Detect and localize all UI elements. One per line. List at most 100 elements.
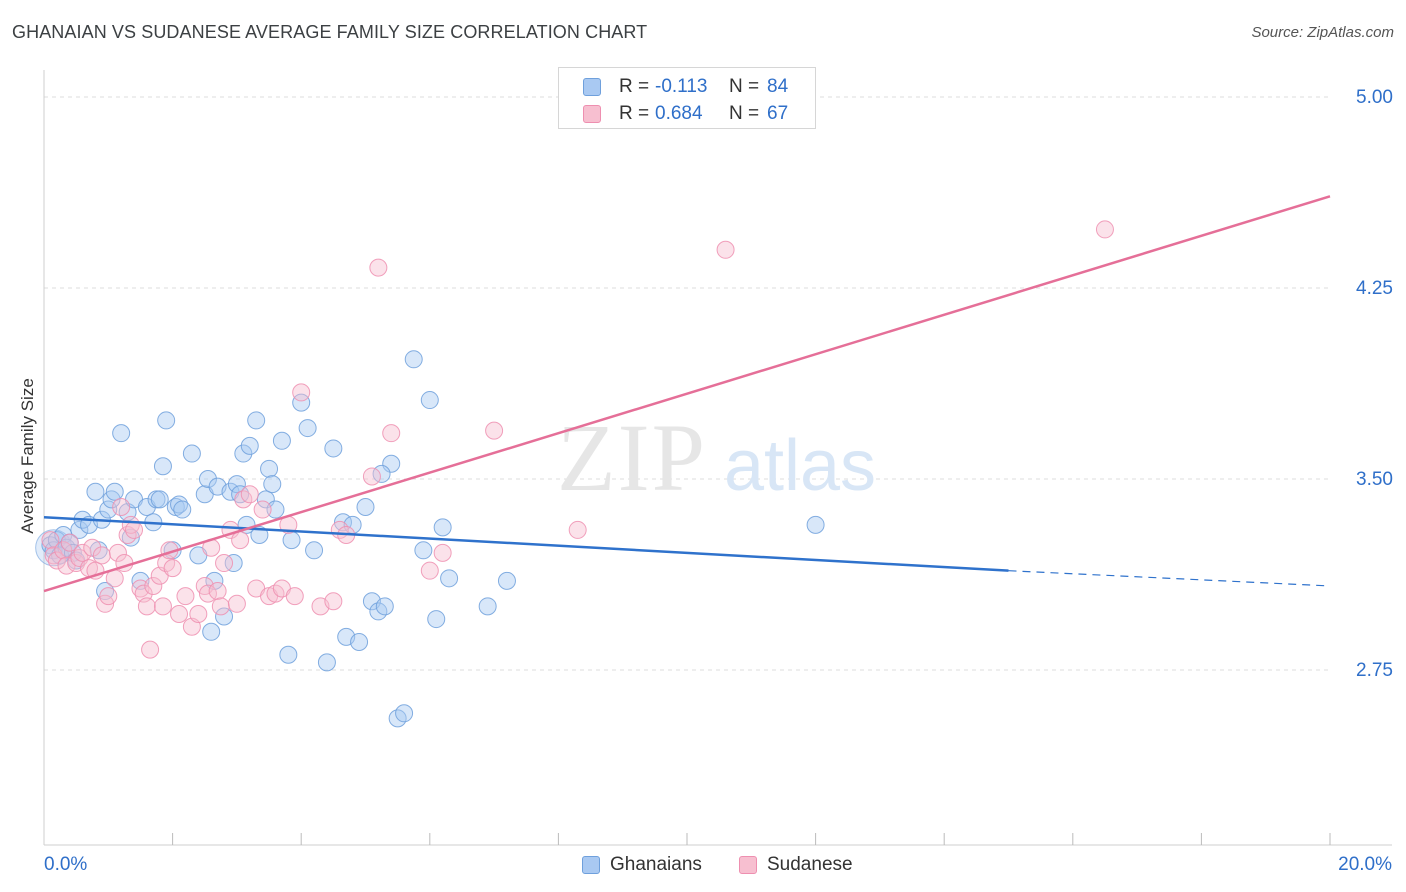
sudanese-point bbox=[73, 543, 92, 562]
sudanese-point bbox=[485, 421, 504, 440]
ghanaian-point bbox=[404, 350, 423, 369]
sudanese-point bbox=[163, 559, 182, 578]
sudanese-point bbox=[211, 597, 230, 616]
ghanaian-point bbox=[198, 470, 217, 488]
sudanese-point bbox=[253, 500, 272, 519]
ghanaian-point bbox=[305, 541, 324, 560]
legend-n-value: 84 bbox=[767, 76, 789, 97]
y-tick-label: 2.75 bbox=[1356, 660, 1393, 681]
source-credit: Source: ZipAtlas.com bbox=[1251, 24, 1394, 41]
sudanese-point bbox=[112, 498, 131, 517]
series-legend: Ghanaians Sudanese bbox=[0, 852, 1406, 878]
legend-label-ghanaians: Ghanaians bbox=[610, 854, 702, 875]
ghanaian-point bbox=[272, 431, 291, 450]
ghanaian-point bbox=[202, 622, 221, 641]
ghanaian-point bbox=[224, 554, 243, 573]
ghanaian-point bbox=[157, 411, 176, 430]
ghanaian-point bbox=[170, 495, 189, 514]
sudanese-point bbox=[240, 485, 259, 504]
ghanaian-point bbox=[173, 500, 192, 519]
legend-swatch-pink bbox=[583, 105, 601, 123]
legend-item-ghanaians: Ghanaians bbox=[582, 852, 702, 878]
sudanese-point bbox=[108, 543, 127, 562]
sudanese-point bbox=[1095, 220, 1114, 239]
legend-swatch-pink bbox=[739, 856, 757, 874]
ghanaian-point bbox=[433, 518, 452, 537]
sudanese-point bbox=[215, 554, 234, 573]
legend-n-value: 67 bbox=[767, 103, 789, 124]
ghanaian-point bbox=[96, 582, 115, 601]
ghanaian-trend-line bbox=[43, 515, 1009, 572]
sudanese-point bbox=[382, 424, 401, 443]
ghanaian-point bbox=[215, 607, 234, 626]
sudanese-point bbox=[60, 533, 79, 552]
ghanaian-point bbox=[86, 482, 105, 501]
ghanaian-point bbox=[356, 498, 375, 517]
sudanese-point bbox=[362, 467, 381, 486]
y-tick-label: 3.50 bbox=[1356, 469, 1393, 490]
ghanaian-point bbox=[375, 597, 394, 616]
legend-swatch-blue bbox=[582, 856, 600, 874]
ghanaian-point bbox=[266, 500, 285, 519]
ghanaian-point bbox=[292, 393, 311, 412]
watermark-atlas: atlas bbox=[724, 426, 876, 506]
sudanese-point bbox=[54, 541, 73, 560]
legend-item-sudanese: Sudanese bbox=[739, 852, 853, 878]
sudanese-point bbox=[144, 576, 163, 595]
sudanese-point bbox=[231, 531, 250, 550]
x-tick-label: 0.0% bbox=[44, 854, 87, 875]
sudanese-point bbox=[41, 531, 60, 550]
ghanaian-point bbox=[298, 419, 317, 438]
legend-n-label: N = bbox=[729, 76, 760, 97]
sudanese-point bbox=[285, 587, 304, 606]
sudanese-point bbox=[716, 240, 735, 259]
ghanaian-point bbox=[282, 531, 301, 550]
sudanese-point bbox=[369, 258, 388, 277]
sudanese-point bbox=[324, 592, 343, 611]
sudanese-point bbox=[433, 543, 452, 562]
legend-r-value: 0.684 bbox=[655, 103, 703, 124]
sudanese-point bbox=[44, 546, 63, 565]
ghanaian-point bbox=[440, 569, 459, 588]
legend-r-value: -0.113 bbox=[655, 76, 708, 97]
sudanese-point bbox=[137, 597, 156, 616]
ghanaian-point bbox=[150, 490, 169, 509]
y-tick-label: 4.25 bbox=[1356, 278, 1393, 299]
ghanaian-trend-extension bbox=[1008, 570, 1331, 587]
ghanaian-point bbox=[420, 391, 439, 410]
ghanaian-point bbox=[324, 439, 343, 458]
sudanese-point bbox=[141, 640, 160, 659]
ghanaian-point bbox=[247, 411, 266, 430]
sudanese-trend-line bbox=[43, 195, 1331, 593]
chart-title: GHANAIAN VS SUDANESE AVERAGE FAMILY SIZE… bbox=[12, 22, 648, 42]
sudanese-point bbox=[189, 604, 208, 623]
sudanese-point bbox=[47, 551, 66, 570]
ghanaian-point bbox=[350, 632, 369, 651]
sudanese-point bbox=[153, 597, 172, 616]
ghanaian-point bbox=[395, 704, 414, 723]
legend-label-sudanese: Sudanese bbox=[767, 854, 853, 875]
ghanaian-point bbox=[105, 482, 124, 501]
ghanaian-point bbox=[70, 520, 89, 539]
ghanaian-point bbox=[250, 526, 269, 545]
sudanese-point bbox=[568, 520, 587, 539]
legend-r-label: R = bbox=[619, 76, 650, 97]
watermark-zip: ZIP bbox=[557, 404, 707, 511]
sudanese-point bbox=[176, 587, 195, 606]
ghanaian-point bbox=[478, 597, 497, 616]
ghanaian-point bbox=[153, 457, 172, 476]
ghanaian-point bbox=[112, 424, 131, 443]
ghanaian-point bbox=[427, 610, 446, 629]
ghanaian-point bbox=[497, 571, 516, 590]
ghanaian-point bbox=[182, 444, 201, 463]
ghanaian-point bbox=[227, 475, 246, 494]
ghanaian-point bbox=[231, 485, 250, 504]
sudanese-point bbox=[292, 383, 311, 402]
legend-swatch-blue bbox=[583, 78, 601, 96]
ghanaian-point bbox=[234, 444, 253, 463]
ghanaian-point bbox=[240, 436, 259, 455]
ghanaian-point bbox=[806, 515, 825, 534]
ghanaian-point bbox=[414, 541, 433, 560]
ghanaian-point bbox=[317, 653, 336, 672]
